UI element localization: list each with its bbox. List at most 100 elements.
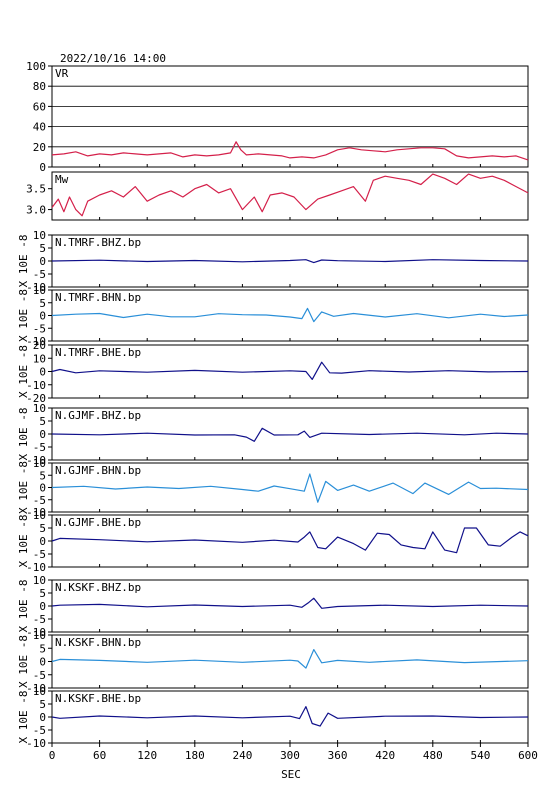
y-tick-label: 0: [39, 428, 46, 441]
series-line: [51, 141, 529, 161]
x-tick-label: 600: [518, 749, 538, 762]
panel-mw: 3.0 3.5 Mw: [26, 171, 529, 221]
y-tick-label: -10: [26, 626, 46, 639]
series-line: [51, 173, 529, 217]
panel-label: N.GJMF.BHE.bp: [55, 516, 141, 529]
panel-label: N.KSKF.BHN.bp: [55, 636, 141, 649]
series-line: [51, 473, 529, 503]
series-line: [51, 427, 529, 442]
x-axis-label: SEC: [281, 768, 301, 781]
y-tick-label: -5: [33, 494, 46, 507]
y-tick-label: 0: [39, 656, 46, 669]
y-tick-label: -5: [33, 268, 46, 281]
series-line: [51, 597, 529, 609]
y-tick-label: 0: [39, 366, 46, 379]
series-line: [51, 648, 529, 669]
panel-label: N.TMRF.BHN.bp: [55, 291, 141, 304]
panel-frame: [51, 65, 529, 168]
y-tick-label: -10: [26, 379, 46, 392]
y-tick-label: 5: [39, 469, 46, 482]
y-tick-label: -5: [33, 669, 46, 682]
y-axis-label: X 10E -8: [17, 461, 30, 514]
series-line: [51, 527, 529, 554]
y-tick-label: -5: [33, 441, 46, 454]
y-tick-label: 5: [39, 297, 46, 310]
series-line: [51, 259, 529, 264]
y-tick-label: 10: [33, 685, 46, 698]
y-tick-label: -20: [26, 392, 46, 405]
y-axis-label: X 10E -8: [17, 580, 30, 633]
y-tick-label: 0: [39, 535, 46, 548]
y-tick-label: 5: [39, 587, 46, 600]
y-tick-label: 10: [33, 509, 46, 522]
timestamp-label: 2022/10/16 14:00: [60, 52, 166, 65]
x-tick-label: 480: [423, 749, 443, 762]
panel-label: N.KSKF.BHE.bp: [55, 692, 141, 705]
y-tick-label: 10: [33, 629, 46, 642]
y-tick-label: 3.0: [26, 204, 46, 217]
y-tick-label: -5: [33, 724, 46, 737]
y-tick-label: 20: [33, 339, 46, 352]
panel-label: N.GJMF.BHZ.bp: [55, 409, 141, 422]
y-tick-label: -10: [26, 454, 46, 467]
y-tick-label: 10: [33, 284, 46, 297]
y-tick-label: -5: [33, 322, 46, 335]
y-tick-label: 10: [33, 402, 46, 415]
y-axis-label: X 10E -8: [17, 289, 30, 342]
x-tick-label: 240: [232, 749, 252, 762]
x-tick-label: 120: [137, 749, 157, 762]
y-tick-label: 10: [33, 457, 46, 470]
y-tick-label: 0: [39, 711, 46, 724]
x-tick-label: 60: [93, 749, 106, 762]
x-tick-label: 0: [49, 749, 56, 762]
y-axis-label: X 10E -8: [17, 235, 30, 288]
y-tick-label: 10: [33, 229, 46, 242]
y-tick-label: 5: [39, 642, 46, 655]
x-tick-label: 420: [375, 749, 395, 762]
y-tick-label: -10: [26, 737, 46, 750]
panel-label: N.GJMF.BHN.bp: [55, 464, 141, 477]
y-axis-label: X 10E -8: [17, 515, 30, 568]
y-tick-label: -10: [26, 682, 46, 695]
y-tick-label: 3.5: [26, 183, 46, 196]
y-tick-label: -10: [26, 335, 46, 348]
y-tick-label: 0: [39, 310, 46, 323]
series-line: [51, 705, 529, 727]
series-line: [51, 361, 529, 380]
y-tick-label: -10: [26, 561, 46, 574]
y-tick-label: -10: [26, 506, 46, 519]
panel-label: VR: [55, 67, 69, 80]
y-tick-label: 5: [39, 415, 46, 428]
panel-label: N.TMRF.BHZ.bp: [55, 236, 141, 249]
y-tick-label: 10: [33, 574, 46, 587]
y-axis-label: X 10E -8: [17, 635, 30, 688]
y-tick-label: 5: [39, 522, 46, 535]
y-axis-label: X 10E -8: [17, 408, 30, 461]
y-tick-label: 100: [26, 60, 46, 73]
x-axis: 0 60 120 180 240 300 360 420 480 540 600: [49, 743, 538, 762]
x-tick-label: 300: [280, 749, 300, 762]
y-tick-label: 5: [39, 698, 46, 711]
panels: 020406080100VR3.03.5Mw-10-50510N.TMRF.BH…: [17, 60, 529, 750]
panel-vr: 0 20 40 60 80 100 VR: [26, 60, 529, 174]
y-axis-label: X 10E -8: [17, 345, 30, 398]
y-tick-label: 0: [39, 600, 46, 613]
series-line: [51, 307, 529, 323]
y-tick-label: 80: [33, 80, 46, 93]
y-tick-label: 20: [33, 141, 46, 154]
y-tick-label: 60: [33, 100, 46, 113]
y-tick-label: 5: [39, 242, 46, 255]
panel-label: N.KSKF.BHZ.bp: [55, 581, 141, 594]
x-tick-label: 180: [185, 749, 205, 762]
y-tick-label: -5: [33, 548, 46, 561]
y-tick-label: 0: [39, 161, 46, 174]
